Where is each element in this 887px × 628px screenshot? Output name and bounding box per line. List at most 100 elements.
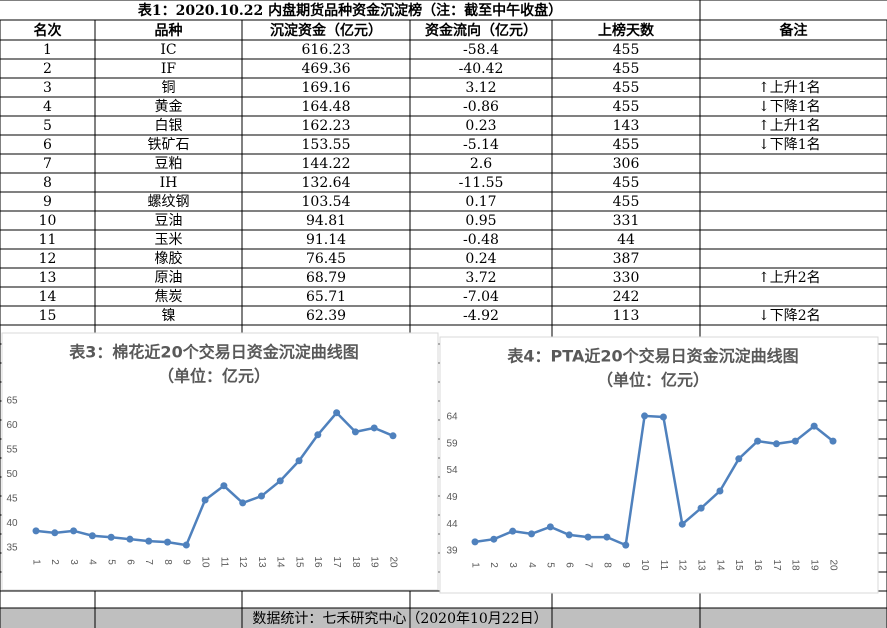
cell: 黄金 (155, 98, 183, 115)
x-tick-label: 4 (526, 562, 537, 568)
cell: 7 (43, 156, 52, 172)
data-point (107, 533, 115, 541)
cell: 原油 (155, 270, 183, 286)
cell: 15 (39, 308, 57, 324)
cell: 455 (613, 99, 640, 115)
x-tick-label: 15 (733, 559, 744, 571)
remark-cell: ↑上升1名 (758, 80, 821, 96)
cell: 103.54 (302, 194, 351, 210)
data-point (295, 457, 303, 465)
data-point (565, 531, 573, 539)
data-point (641, 412, 649, 420)
cell: 616.23 (302, 42, 351, 58)
data-point (471, 538, 479, 546)
cell: 螺纹钢 (148, 194, 190, 210)
cell: 143 (613, 118, 640, 134)
data-point (622, 541, 630, 549)
x-tick-label: 6 (124, 559, 135, 565)
cell: 焦炭 (155, 289, 183, 305)
data-point (351, 428, 359, 436)
cell: 铜 (162, 80, 176, 96)
x-tick-label: 14 (275, 556, 286, 568)
data-point (584, 533, 592, 541)
chart: 表4：PTA近20个交易日资金沉淀曲线图（单位：亿元）3944495459641… (439, 336, 879, 594)
data-point (182, 541, 190, 549)
data-point (735, 455, 743, 463)
footer-bg (0, 608, 887, 628)
x-tick-label: 8 (162, 559, 173, 565)
cell: 162.23 (302, 118, 351, 134)
x-tick-label: 19 (369, 556, 380, 568)
x-tick-label: 2 (49, 559, 60, 565)
x-tick-label: 4 (87, 559, 98, 565)
cell: 455 (613, 175, 640, 191)
cell: 10 (39, 213, 57, 229)
header-cell: 品种 (155, 22, 183, 39)
cell: 13 (39, 270, 57, 286)
cell: 3.12 (465, 80, 496, 96)
remark-cell: ↓下降1名 (758, 137, 821, 153)
data-point (528, 530, 536, 538)
cell: 62.39 (306, 308, 346, 324)
cell: 5 (43, 118, 52, 134)
cell: 330 (613, 270, 640, 286)
cell: 玉米 (155, 232, 183, 248)
cell: 2 (43, 61, 52, 77)
y-tick-label: 49 (446, 492, 458, 503)
cell: 153.55 (302, 137, 351, 153)
cell: -11.55 (459, 175, 504, 191)
cell: 469.36 (302, 61, 351, 77)
y-tick-label: 55 (6, 445, 18, 456)
footer: 数据统计：七禾研究中心（2020年10月22日） (252, 611, 547, 627)
cell: 0.24 (465, 251, 496, 267)
chart-subtitle: （单位：亿元） (158, 367, 270, 386)
y-tick-label: 45 (6, 494, 18, 505)
cell: 8 (43, 175, 52, 191)
cell: 豆油 (155, 213, 183, 229)
y-tick-label: 60 (6, 420, 18, 431)
cell: 455 (613, 194, 640, 210)
data-point (829, 437, 837, 445)
x-tick-label: 14 (714, 559, 725, 571)
y-tick-label: 39 (446, 546, 458, 557)
cell: 387 (613, 251, 640, 267)
cell: 0.17 (465, 194, 496, 210)
data-point (716, 487, 724, 495)
cell: 76.45 (306, 251, 346, 267)
data-point (603, 533, 611, 541)
chart: 表3：棉花近20个交易日资金沉淀曲线图（单位：亿元）35404550556065… (1, 332, 439, 591)
x-tick-label: 1 (30, 559, 41, 565)
x-tick-label: 20 (387, 556, 398, 568)
data-point (145, 537, 153, 545)
cell: 331 (613, 213, 640, 229)
chart-title: 表3：棉花近20个交易日资金沉淀曲线图 (68, 343, 358, 362)
x-tick-label: 13 (256, 556, 267, 568)
x-tick-label: 7 (582, 562, 593, 568)
x-tick-label: 13 (695, 559, 706, 571)
x-tick-label: 19 (809, 559, 820, 571)
cell: 0.23 (465, 118, 496, 134)
cell: 豆粕 (155, 156, 183, 172)
data-point (659, 413, 667, 421)
chart-title: 表4：PTA近20个交易日资金沉淀曲线图 (506, 347, 798, 366)
cell: -0.48 (463, 232, 499, 248)
header-cell: 上榜天数 (598, 22, 655, 39)
x-tick-label: 16 (752, 559, 763, 571)
data-point (754, 437, 762, 445)
x-tick-label: 9 (181, 559, 192, 565)
data-point (70, 527, 78, 535)
chart-area (1, 332, 439, 591)
x-tick-label: 9 (620, 562, 631, 568)
cell: 11 (39, 232, 57, 248)
cell: 68.79 (306, 270, 346, 286)
cell: 455 (613, 137, 640, 153)
x-tick-label: 12 (237, 556, 248, 568)
cell: IH (160, 175, 178, 191)
data-point (546, 523, 554, 531)
cell: 12 (39, 251, 57, 267)
data-point (678, 520, 686, 528)
x-tick-label: 10 (639, 559, 650, 571)
x-tick-label: 3 (507, 562, 518, 568)
header-cell: 名次 (34, 22, 62, 39)
